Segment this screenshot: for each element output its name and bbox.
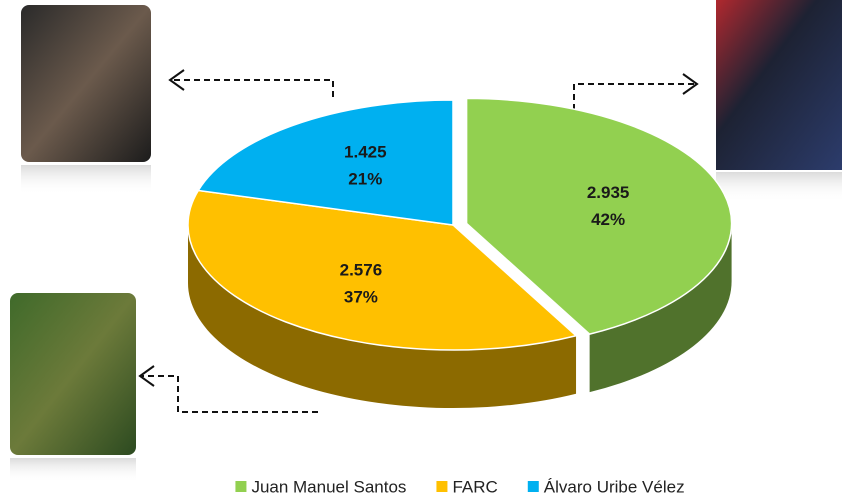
value-label: 2.576 bbox=[340, 261, 383, 280]
percentage-label: 21% bbox=[348, 170, 382, 189]
photo-reflection bbox=[716, 172, 842, 202]
percentage-label: 42% bbox=[591, 210, 625, 229]
photo-reflection bbox=[10, 458, 136, 483]
photo bbox=[10, 293, 136, 455]
legend-item: FARC bbox=[436, 477, 498, 496]
legend-label: Juan Manuel Santos bbox=[251, 477, 406, 496]
slice-side bbox=[188, 225, 577, 408]
slice bbox=[465, 97, 733, 335]
legend-swatch bbox=[436, 481, 448, 492]
photos bbox=[10, 0, 842, 483]
arrow bbox=[142, 375, 318, 413]
photo-reflection bbox=[21, 165, 151, 195]
value-label: 2.935 bbox=[587, 183, 630, 202]
photo bbox=[21, 5, 151, 162]
legend: Juan Manuel Santos FARC Álvaro Uribe Vélez bbox=[235, 477, 685, 496]
legend-item: Juan Manuel Santos bbox=[235, 477, 406, 496]
legend-label: FARC bbox=[452, 477, 497, 496]
arrow-head bbox=[682, 73, 699, 95]
slice-side bbox=[589, 223, 732, 393]
arrow-head bbox=[168, 69, 185, 91]
slice bbox=[187, 189, 578, 351]
value-label: 1.425 bbox=[344, 143, 387, 162]
arrow-head bbox=[138, 365, 155, 387]
legend-item: Álvaro Uribe Vélez bbox=[527, 477, 685, 496]
pie: 2.935 42% 2.576 37% 1.425 21% bbox=[187, 97, 733, 408]
slice bbox=[197, 99, 454, 226]
legend-label: Álvaro Uribe Vélez bbox=[544, 477, 685, 496]
legend-swatch bbox=[235, 481, 247, 492]
percentage-label: 37% bbox=[344, 288, 378, 307]
arrows bbox=[138, 69, 699, 413]
arrow bbox=[172, 79, 334, 97]
photo bbox=[716, 0, 842, 170]
legend-swatch bbox=[527, 481, 539, 492]
arrow bbox=[573, 83, 695, 110]
